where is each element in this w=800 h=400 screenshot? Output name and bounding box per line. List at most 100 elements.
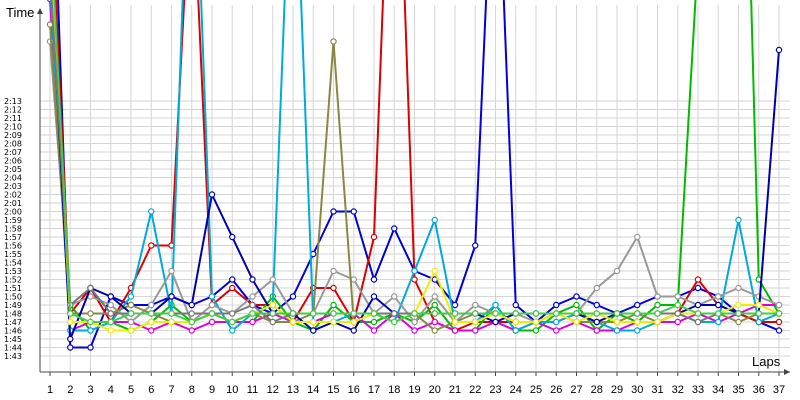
data-point [715,293,722,300]
data-point [249,318,256,326]
data-point [492,301,499,309]
series-layer [46,0,783,351]
x-tick-label: 7 [168,384,174,396]
data-point [654,293,661,300]
y-tick-label: 1:57 [4,233,22,242]
data-point [492,318,499,326]
data-point [188,318,195,326]
data-point [593,318,600,326]
data-point [735,310,742,317]
y-axis-arrow [37,8,43,14]
data-point [148,301,155,309]
data-point [755,318,762,326]
data-point [654,301,661,309]
x-tick-label: 5 [128,384,134,396]
data-point [249,276,256,283]
data-point [613,327,621,334]
x-tick-label: 11 [247,384,258,396]
data-point [431,301,438,309]
x-tick-label: 12 [267,384,279,396]
x-tick-label: 9 [209,384,215,396]
data-point [249,301,256,309]
data-point [188,310,195,317]
data-point [573,318,580,326]
x-tick-label: 8 [189,384,195,396]
y-tick-label: 2:05 [4,165,22,174]
data-point [674,310,681,317]
y-axis-title: Time [6,5,34,20]
y-tick-label: 1:55 [4,250,22,259]
x-tick-label: 13 [287,384,299,396]
data-point [269,301,276,309]
data-point [269,310,276,317]
data-point [127,293,135,300]
data-point [168,310,175,317]
data-point [330,301,337,309]
x-tick-label: 14 [307,384,319,396]
data-point [512,318,519,326]
data-point [229,276,236,283]
data-point [613,318,621,326]
data-point [391,318,398,326]
data-point [472,242,479,249]
data-point [735,301,742,309]
data-point [715,318,722,326]
data-point [512,310,519,317]
data-point [775,46,783,54]
data-point [431,327,438,334]
x-tick-label: 35 [732,384,744,396]
data-point [107,327,114,334]
data-point [532,327,540,334]
data-point [694,284,702,292]
data-point [350,276,357,283]
y-tick-label: 1:58 [4,225,22,234]
x-tick-label: 19 [408,384,420,396]
x-tick-label: 25 [530,384,542,396]
data-point [431,216,438,224]
data-point [451,301,459,309]
x-tick-label: 2 [67,384,73,396]
data-point [512,327,519,334]
x-tick-label: 17 [368,384,380,396]
x-tick-label: 3 [87,384,93,396]
y-tick-label: 2:13 [4,97,22,106]
data-point [431,267,438,275]
data-point [148,327,155,334]
data-point [208,310,216,317]
x-tick-label: 18 [388,384,400,396]
data-point [715,301,722,309]
data-point [330,284,337,292]
data-point [573,310,580,317]
data-point [472,310,479,317]
data-point [431,293,438,300]
x-tick-label: 28 [591,384,603,396]
data-point [411,267,418,275]
data-point [674,301,681,309]
data-point [735,284,742,292]
data-point [593,327,600,334]
data-point [654,310,661,317]
data-point [148,310,155,317]
data-point [87,318,94,326]
axes [37,8,790,376]
x-tick-label: 24 [510,384,522,396]
x-tick-label: 4 [108,384,114,396]
y-tick-label: 1:50 [4,293,22,302]
data-point [127,301,135,309]
grid [40,5,790,372]
data-point [330,38,337,45]
data-point [431,310,438,317]
data-point [634,233,641,241]
data-point [472,301,479,309]
data-point [188,327,195,334]
data-point [67,344,74,351]
y-tick-label: 2:04 [4,174,22,183]
data-point [694,276,702,283]
y-tick-label: 2:08 [4,140,22,149]
data-point [330,318,337,326]
y-tick-label: 1:47 [4,318,22,327]
y-tick-label: 1:46 [4,327,22,336]
y-tick-label: 2:06 [4,157,22,166]
data-point [613,267,621,275]
data-point [775,310,783,317]
